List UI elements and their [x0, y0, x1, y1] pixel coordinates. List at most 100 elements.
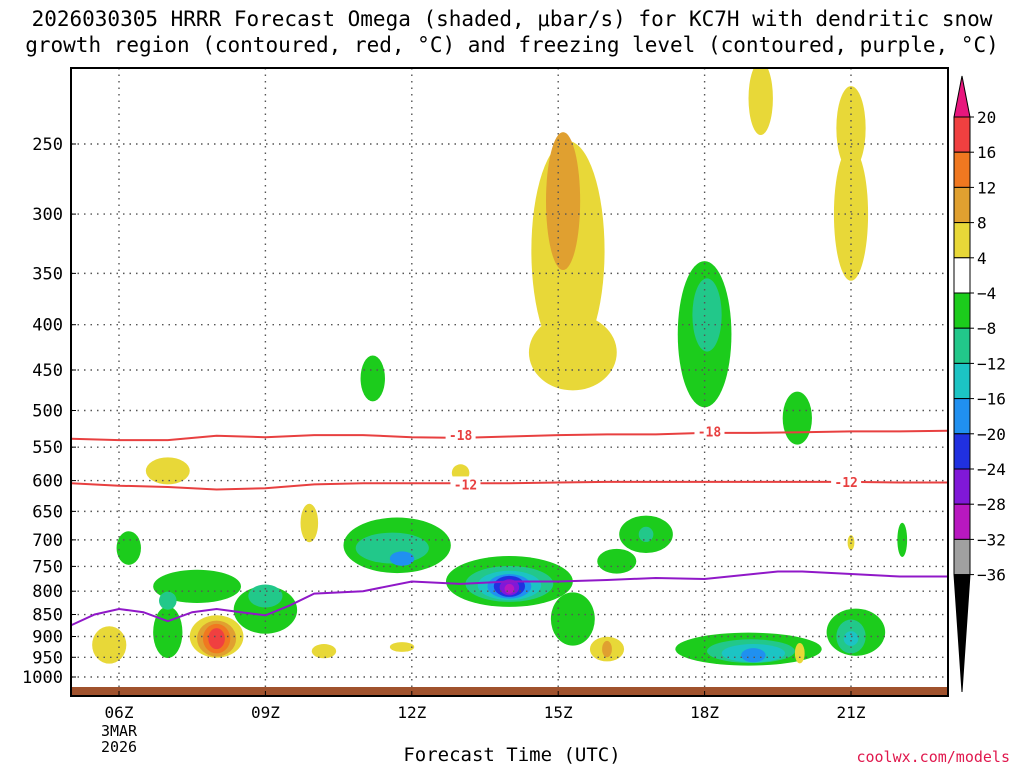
isotherm-contour-0 [71, 429, 948, 442]
plot-frame [70, 67, 949, 697]
y-tick-label-950: 950 [32, 648, 63, 668]
colorbar-level-label-10: −24 [977, 460, 1006, 479]
colorbar: 20 16 12 8 4 −4 −8 −12 −16 −20 −24 −28 −32 −36 [953, 75, 1006, 693]
y-tick-label-600: 600 [32, 472, 63, 492]
contour-label-0: -18 [449, 429, 473, 444]
colorbar-level-label-2: 12 [977, 178, 996, 197]
x-tick-label-06Z: 06Z [105, 703, 134, 722]
omega-cell-27 [116, 531, 141, 565]
omega-cell-15 [389, 551, 415, 566]
omega-cell-25 [638, 526, 654, 542]
chart-title-line1: 2026030305 HRRR Forecast Omega (shaded, … [31, 7, 993, 31]
x-tick-label-18Z: 18Z [690, 703, 719, 722]
isotherm-contour-1 [71, 480, 948, 491]
colorbar-level-label-9: −20 [977, 425, 1006, 444]
omega-cell-26 [597, 548, 637, 574]
omega-cell-41 [602, 640, 612, 658]
contour-label-bg-2 [450, 476, 481, 492]
omega-cell-30 [159, 591, 177, 610]
y-tick-label-900: 900 [32, 627, 63, 647]
temperature-contours: -18 -18 -12 -12 [71, 423, 948, 627]
omega-cell-29 [153, 606, 183, 658]
colorbar-level-label-5: −4 [977, 284, 996, 303]
y-tick-label-500: 500 [32, 402, 63, 422]
y-tick-label-350: 350 [32, 264, 63, 284]
colorbar-level-label-1: 16 [977, 143, 996, 162]
contour-label-3: -12 [834, 476, 857, 491]
colorbar-level-label-3: 8 [977, 214, 987, 233]
y-tick-label-250: 250 [32, 135, 63, 155]
colorbar-swatch-6 [953, 292, 971, 329]
colorbar-level-label-0: 20 [977, 108, 996, 127]
colorbar-top-triangle [953, 75, 971, 118]
terrain-strip [71, 687, 948, 696]
y-tick-label-300: 300 [32, 205, 63, 225]
contour-label-bg-3 [831, 473, 862, 489]
omega-cell-2 [546, 132, 581, 271]
contour-label-bg-0 [445, 427, 476, 443]
colorbar-level-label-4: 4 [977, 249, 987, 268]
colorbar-bottom-triangle [953, 574, 971, 693]
chart-title-line2: growth region (contoured, red, °C) and f… [25, 33, 999, 57]
date-label-month: 3MAR [100, 722, 138, 740]
omega-cell-12 [300, 503, 319, 543]
colorbar-swatch-5 [953, 257, 971, 294]
colorbar-level-label-7: −12 [977, 354, 1006, 373]
omega-cell-8 [360, 355, 385, 402]
omega-shading [92, 68, 908, 666]
colorbar-swatch-12 [953, 503, 971, 540]
freezing-level-line [71, 570, 948, 627]
colorbar-swatch-4 [953, 222, 971, 259]
y-tick-label-650: 650 [32, 502, 63, 522]
omega-cell-28 [153, 569, 241, 603]
colorbar-swatch-10 [953, 433, 971, 470]
colorbar-swatch-3 [953, 186, 971, 224]
omega-cell-1 [528, 314, 617, 391]
y-tick-label-550: 550 [32, 438, 63, 458]
x-axis: 06Z 09Z 12Z 15Z 18Z 21Z [105, 691, 866, 722]
omega-cell-22 [504, 583, 515, 594]
plot-border [70, 67, 949, 697]
omega-cell-23 [550, 592, 595, 646]
y-tick-label-850: 850 [32, 606, 63, 626]
y-tick-label-800: 800 [32, 582, 63, 602]
omega-cell-5 [836, 86, 866, 171]
terrain-band [71, 687, 948, 696]
omega-cell-49 [843, 631, 859, 646]
x-axis-title: Forecast Time (UTC) [403, 744, 621, 766]
omega-cell-7 [692, 278, 722, 352]
colorbar-swatch-9 [953, 398, 971, 435]
omega-cell-9 [782, 391, 812, 445]
colorbar-level-label-8: −16 [977, 390, 1006, 409]
colorbar-swatch-8 [953, 362, 971, 400]
colorbar-level-label-13: −36 [977, 566, 1006, 585]
omega-cell-33 [92, 626, 127, 664]
omega-cell-45 [741, 648, 766, 663]
y-tick-label-1000: 1000 [22, 668, 63, 688]
colorbar-swatch-2 [953, 151, 971, 188]
contour-label-2: -12 [454, 478, 477, 493]
contour-label-bg-1 [694, 423, 725, 439]
omega-cell-39 [389, 642, 415, 652]
omega-cell-37 [208, 628, 225, 650]
x-tick-label-21Z: 21Z [837, 703, 866, 722]
omega-cell-3 [748, 68, 773, 136]
y-tick-label-450: 450 [32, 361, 63, 381]
colorbar-swatch-13 [953, 538, 971, 576]
colorbar-level-label-12: −32 [977, 530, 1006, 549]
y-tick-label-750: 750 [32, 557, 63, 577]
site-credit: coolwx.com/models [856, 748, 1010, 766]
y-axis: 2503003504004505005506006507007508008509… [22, 135, 76, 688]
x-tick-label-09Z: 09Z [251, 703, 280, 722]
contour-label-1: -18 [698, 425, 722, 440]
colorbar-swatch-1 [953, 116, 971, 153]
colorbar-swatch-11 [953, 468, 971, 505]
omega-cell-51 [897, 522, 908, 557]
date-label-year: 2026 [100, 738, 138, 756]
x-tick-label-15Z: 15Z [544, 703, 573, 722]
omega-cell-10 [145, 457, 190, 485]
x-tick-label-12Z: 12Z [397, 703, 426, 722]
colorbar-swatch-7 [953, 327, 971, 364]
colorbar-level-label-11: −28 [977, 495, 1006, 514]
